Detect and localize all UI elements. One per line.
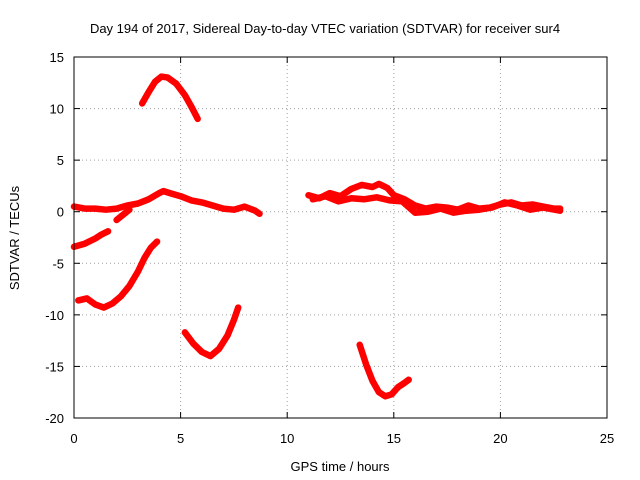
grid-lines — [74, 57, 607, 418]
y-axis-label: SDTVAR / TECUs — [7, 185, 22, 290]
data-series — [70, 73, 564, 400]
axis-ticks: 0 5 10 15 20 25 15 10 5 0 -5 -10 -15 -20 — [45, 50, 614, 446]
x-tick-label: 0 — [70, 431, 77, 446]
y-tick-label: -15 — [45, 359, 64, 374]
series-arc-peak-high — [138, 73, 201, 123]
y-tick-label: -10 — [45, 308, 64, 323]
x-tick-label: 5 — [177, 431, 184, 446]
plot-frame — [73, 56, 608, 419]
x-axis-label: GPS time / hours — [291, 459, 390, 474]
chart-title: Day 194 of 2017, Sidereal Day-to-day VTE… — [90, 21, 560, 36]
series-arc-afternoon-lower — [309, 192, 564, 216]
y-tick-label: 0 — [57, 205, 64, 220]
series-arc-valley-ten — [75, 238, 161, 311]
series-arc-valley-eighteen — [356, 341, 412, 400]
y-tick-label: 5 — [57, 153, 64, 168]
x-tick-label: 10 — [280, 431, 294, 446]
x-tick-label: 25 — [600, 431, 614, 446]
series-arc-valley-fourteen — [181, 304, 242, 360]
x-tick-label: 20 — [493, 431, 507, 446]
series-arc-dip-small — [113, 206, 133, 224]
series-arc-near-zero-early — [70, 187, 263, 218]
series-arc-low-start — [70, 228, 112, 251]
y-tick-label: -20 — [45, 411, 64, 426]
y-tick-label: -5 — [52, 256, 64, 271]
y-tick-label: 10 — [50, 102, 64, 117]
y-tick-label: 15 — [50, 50, 64, 65]
x-tick-label: 15 — [387, 431, 401, 446]
